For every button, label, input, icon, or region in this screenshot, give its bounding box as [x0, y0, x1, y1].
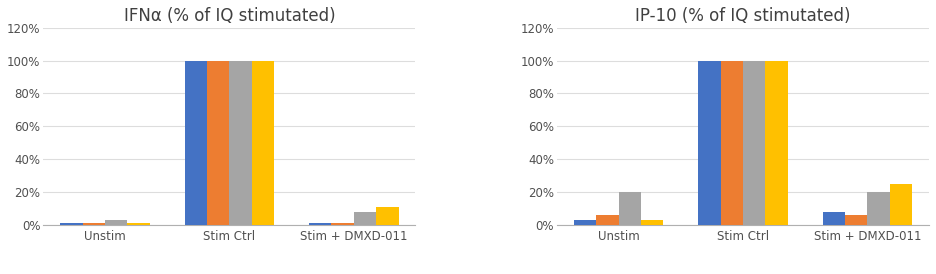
Bar	[868, 192, 890, 225]
Title: IFNα (% of IQ stimutated): IFNα (% of IQ stimutated)	[124, 7, 335, 25]
Title: IP-10 (% of IQ stimutated): IP-10 (% of IQ stimutated)	[636, 7, 851, 25]
Bar	[641, 220, 664, 225]
Bar	[309, 223, 331, 225]
Bar	[845, 215, 868, 225]
Bar	[82, 223, 105, 225]
Bar	[207, 61, 229, 225]
Bar	[354, 212, 376, 225]
Bar	[252, 61, 274, 225]
Legend: Healthy control, SLE: Healthy control, SLE	[147, 271, 312, 274]
Bar	[619, 192, 641, 225]
Bar	[60, 223, 82, 225]
Bar	[823, 212, 845, 225]
Bar	[105, 220, 127, 225]
Legend: Sjogren's Syndrome, Scleroderma: Sjogren's Syndrome, Scleroderma	[621, 271, 865, 274]
Bar	[698, 61, 721, 225]
Bar	[184, 61, 207, 225]
Bar	[574, 220, 596, 225]
Bar	[721, 61, 743, 225]
Bar	[890, 184, 913, 225]
Bar	[596, 215, 619, 225]
Bar	[743, 61, 766, 225]
Bar	[766, 61, 788, 225]
Bar	[331, 223, 354, 225]
Bar	[229, 61, 252, 225]
Bar	[127, 223, 150, 225]
Bar	[376, 207, 399, 225]
